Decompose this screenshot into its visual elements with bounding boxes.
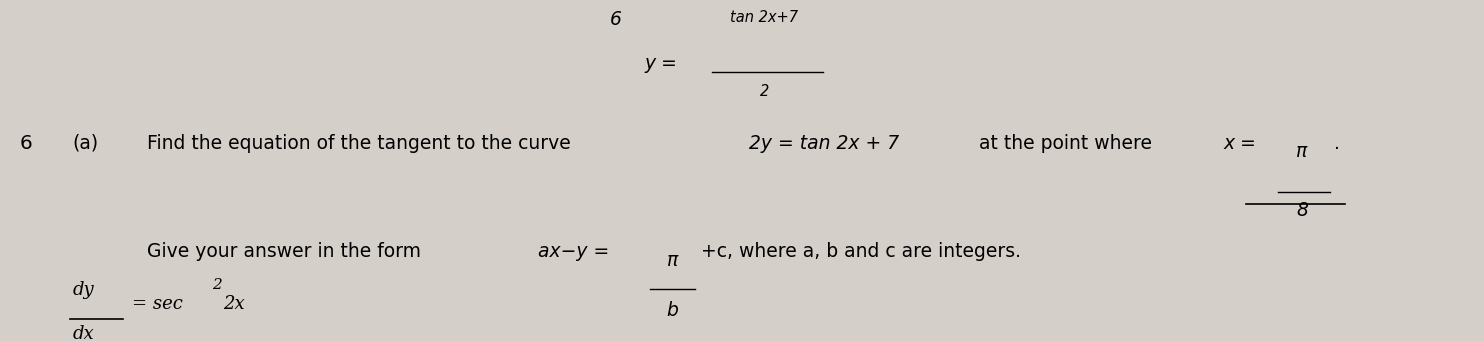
Text: π: π — [666, 251, 678, 270]
Text: tan 2x+7: tan 2x+7 — [730, 10, 798, 25]
Text: x =: x = — [1223, 134, 1257, 153]
Text: = sec: = sec — [132, 295, 183, 313]
Text: .: . — [1334, 134, 1340, 153]
Text: dx: dx — [73, 325, 93, 341]
Text: dy: dy — [73, 281, 93, 299]
Text: b: b — [666, 301, 678, 320]
Text: 8: 8 — [1296, 201, 1307, 220]
Text: 2: 2 — [212, 278, 221, 292]
Text: (a): (a) — [73, 134, 98, 153]
Text: ax−y =: ax−y = — [537, 242, 608, 262]
Text: Give your answer in the form: Give your answer in the form — [147, 242, 420, 262]
Text: 2x: 2x — [224, 295, 245, 313]
Text: π: π — [1297, 143, 1307, 162]
Text: 2y = tan 2x + 7: 2y = tan 2x + 7 — [749, 134, 899, 153]
Text: y =: y = — [644, 54, 677, 73]
Text: 2: 2 — [760, 84, 769, 99]
Text: +c, where a, b and c are integers.: +c, where a, b and c are integers. — [700, 242, 1021, 262]
Text: Find the equation of the tangent to the curve: Find the equation of the tangent to the … — [147, 134, 570, 153]
Text: 6: 6 — [19, 134, 33, 153]
Text: 6: 6 — [610, 10, 622, 29]
Text: at the point where: at the point where — [979, 134, 1152, 153]
